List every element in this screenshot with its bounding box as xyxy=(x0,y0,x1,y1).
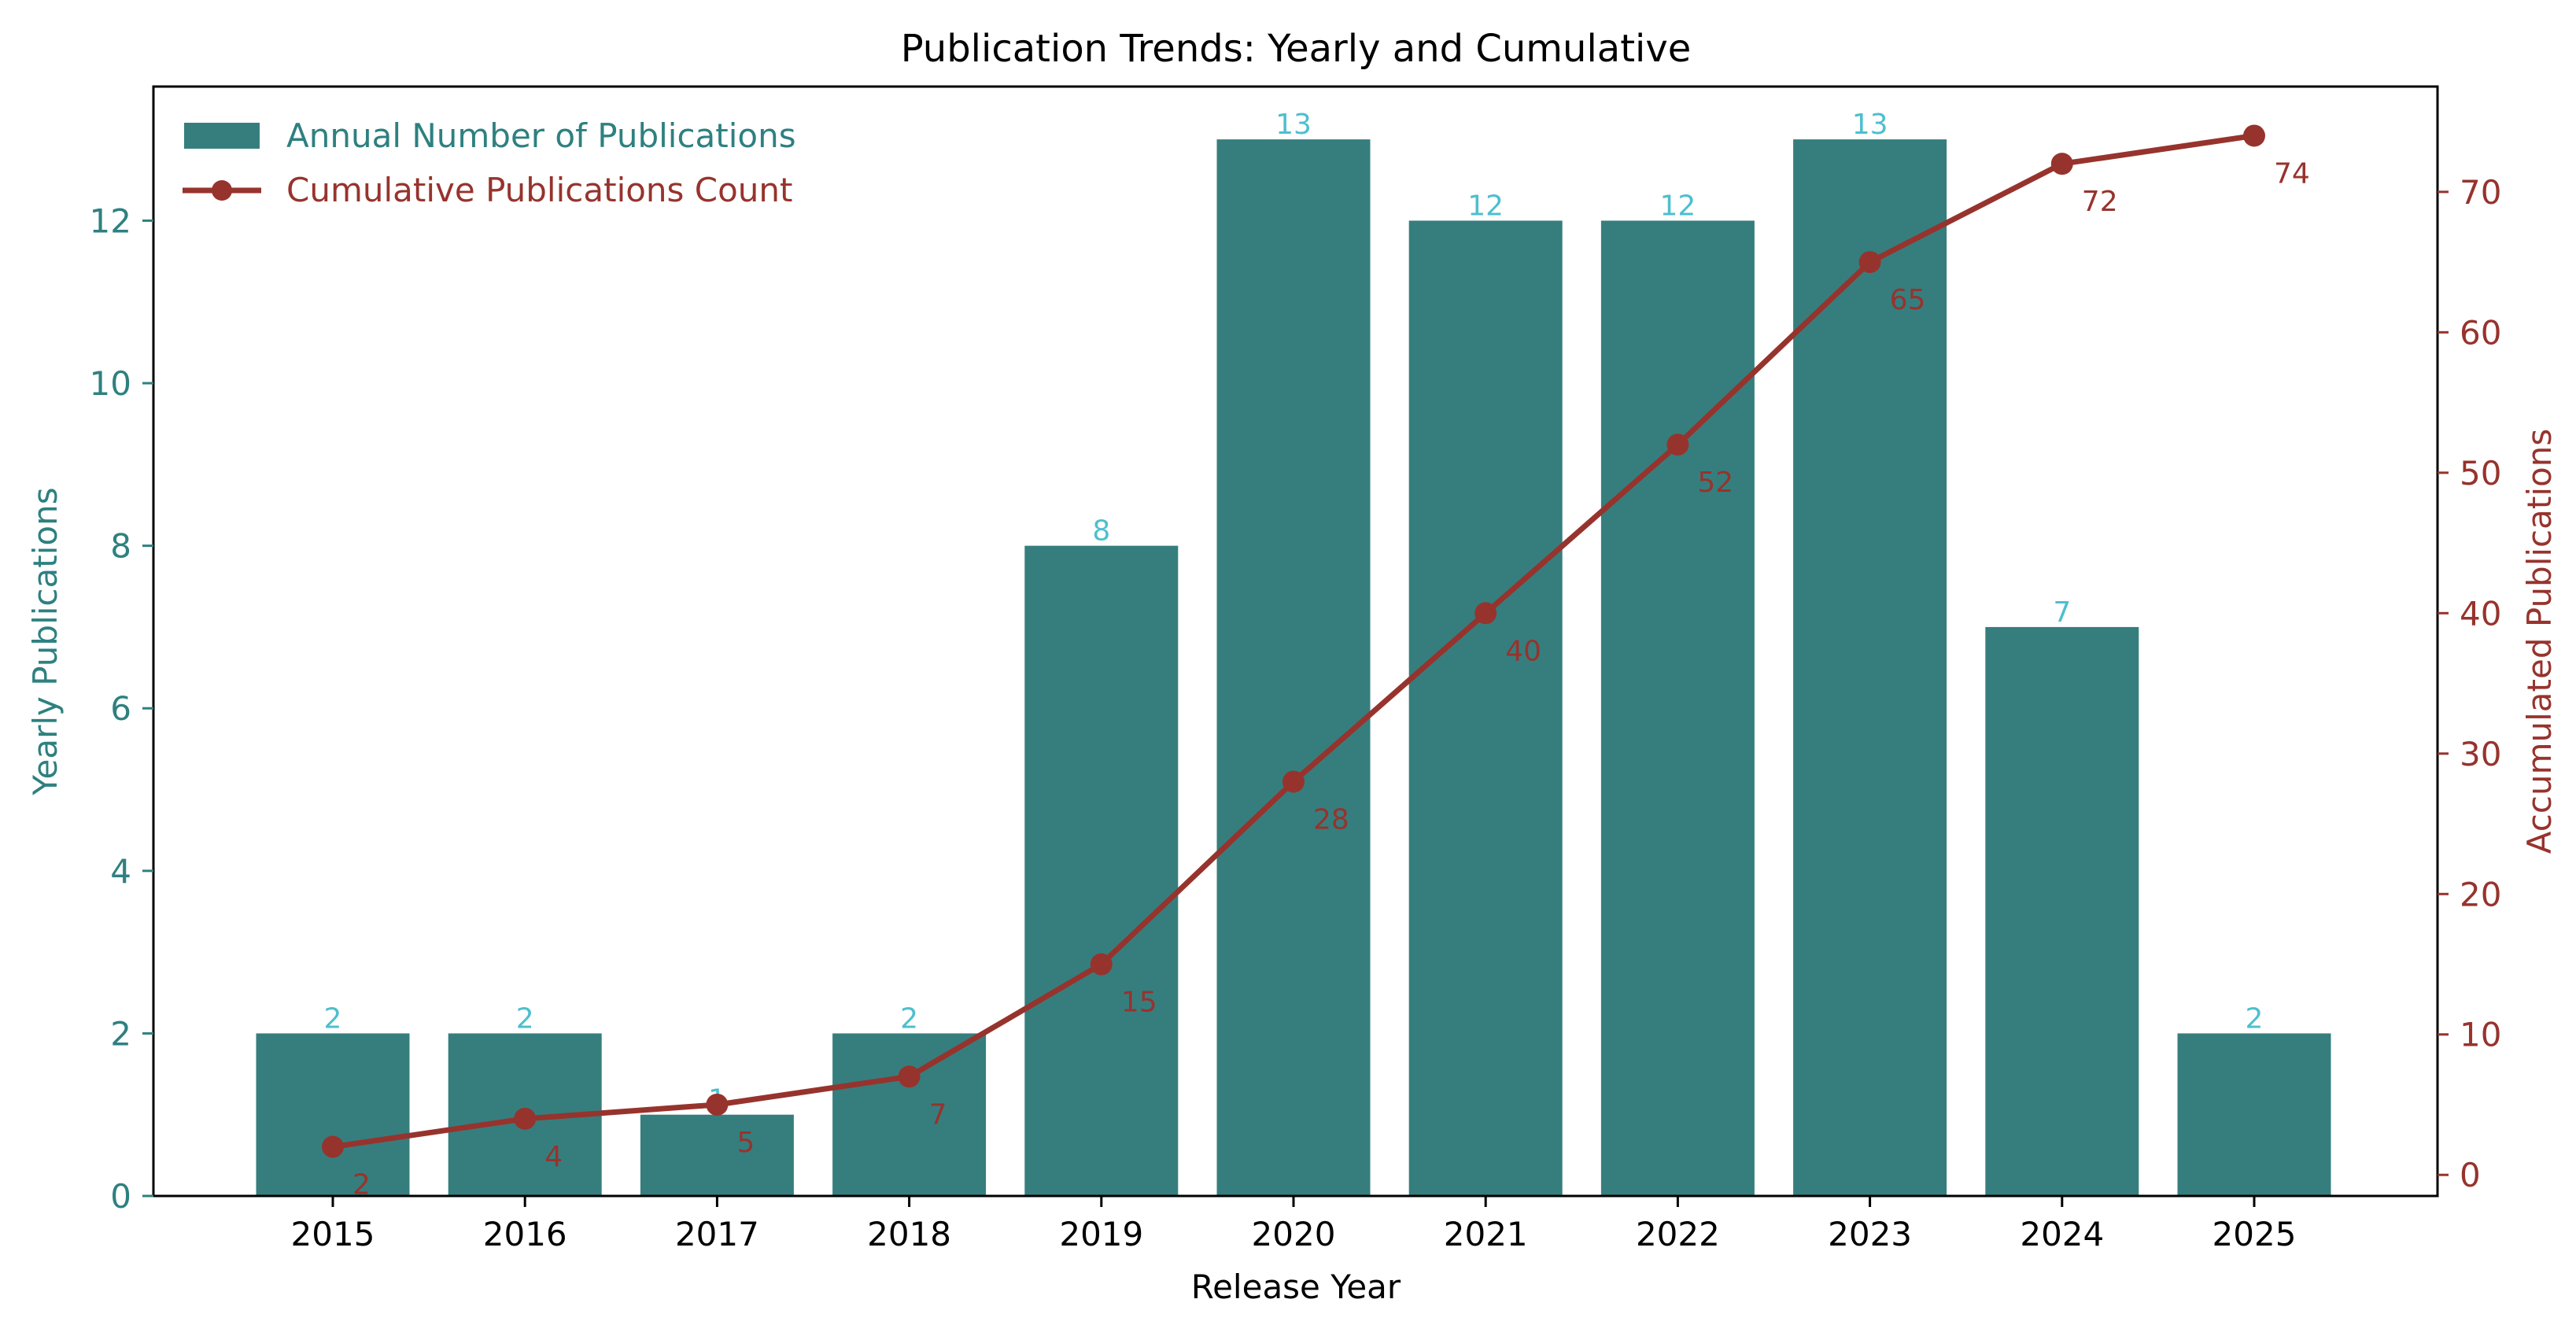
y-axis-right: 0 10 20 30 40 50 60 70 xyxy=(2438,173,2501,1194)
y-left-tick-label-2: 2 xyxy=(110,1014,131,1053)
x-tick-label-2018: 2018 xyxy=(867,1215,951,1253)
bar-2019 xyxy=(1024,545,1179,1196)
cumulative-point-2024 xyxy=(2050,153,2073,175)
cumulative-point-2019 xyxy=(1090,953,1113,976)
y-right-tick-label-70: 70 xyxy=(2460,173,2501,212)
y-left-tick-label-10: 10 xyxy=(90,364,131,403)
x-tick-label-2022: 2022 xyxy=(1636,1215,1720,1253)
y-left-tick-label-12: 12 xyxy=(90,201,131,240)
cumulative-value-label-2017: 5 xyxy=(736,1127,755,1159)
cumulative-value-label-2018: 7 xyxy=(929,1098,947,1131)
bar-value-label-2023: 13 xyxy=(1852,109,1888,141)
bar-2023 xyxy=(1793,139,1947,1197)
bar-value-label-2015: 2 xyxy=(324,1002,342,1035)
cumulative-value-label-2025: 74 xyxy=(2274,157,2310,190)
bar-value-label-2024: 7 xyxy=(2053,596,2071,629)
y-left-tick-label-4: 4 xyxy=(110,852,131,891)
cumulative-value-label-2024: 72 xyxy=(2082,186,2118,218)
bar-value-label-2020: 13 xyxy=(1275,109,1312,141)
bar-2022 xyxy=(1600,220,1755,1196)
y-right-tick-label-20: 20 xyxy=(2460,875,2501,913)
bar-2020 xyxy=(1216,139,1371,1197)
y-right-tick-label-50: 50 xyxy=(2460,454,2501,493)
x-tick-label-2015: 2015 xyxy=(291,1215,375,1253)
cumulative-point-2017 xyxy=(706,1093,729,1116)
y-left-tick-label-8: 8 xyxy=(110,527,131,566)
bar-value-label-2025: 2 xyxy=(2246,1002,2264,1035)
cumulative-value-label-2021: 40 xyxy=(1505,635,1541,667)
bar-2024 xyxy=(1985,626,2139,1196)
y-right-tick-label-40: 40 xyxy=(2460,594,2501,633)
bar-2025 xyxy=(2177,1033,2331,1196)
y-right-tick-label-60: 60 xyxy=(2460,313,2501,352)
legend-bar-label: Annual Number of Publications xyxy=(286,116,796,155)
chart-title: Publication Trends: Yearly and Cumulativ… xyxy=(901,27,1692,71)
y-right-tick-label-0: 0 xyxy=(2460,1156,2481,1194)
x-tick-label-2020: 2020 xyxy=(1252,1215,1336,1253)
bar-value-label-2021: 12 xyxy=(1467,190,1504,222)
y-left-tick-label-6: 6 xyxy=(110,689,131,728)
y-axis-right-label: Accumulated Publications xyxy=(2520,429,2559,854)
y-axis-left: 0 2 4 6 8 10 12 xyxy=(90,201,153,1216)
cumulative-point-2025 xyxy=(2243,124,2265,147)
x-axis-label: Release Year xyxy=(1191,1268,1401,1306)
bar-2015 xyxy=(256,1033,410,1196)
cumulative-value-label-2015: 2 xyxy=(352,1169,371,1201)
bar-value-label-2018: 2 xyxy=(900,1002,918,1035)
x-tick-label-2025: 2025 xyxy=(2212,1215,2297,1253)
cumulative-value-label-2022: 52 xyxy=(1697,467,1733,499)
bar-2017 xyxy=(640,1114,794,1196)
cumulative-value-label-2016: 4 xyxy=(544,1141,563,1173)
bar-2018 xyxy=(832,1033,987,1196)
y-right-tick-label-10: 10 xyxy=(2460,1016,2501,1054)
cumulative-point-2023 xyxy=(1858,251,1881,274)
x-axis: 2015 2016 2017 2018 2019 2020 2021 2022 2023 2024… xyxy=(291,1196,2297,1253)
x-tick-label-2016: 2016 xyxy=(483,1215,567,1253)
bar-2021 xyxy=(1408,220,1563,1196)
y-right-tick-label-30: 30 xyxy=(2460,735,2501,773)
legend-line-label: Cumulative Publications Count xyxy=(286,171,793,209)
cumulative-value-label-2023: 65 xyxy=(1890,284,1926,316)
x-tick-label-2019: 2019 xyxy=(1059,1215,1143,1253)
plot-frame xyxy=(152,85,2439,1198)
cumulative-point-2021 xyxy=(1474,602,1497,625)
x-tick-label-2024: 2024 xyxy=(2020,1215,2104,1253)
x-tick-label-2017: 2017 xyxy=(675,1215,759,1253)
y-axis-left-label: Yearly Publications xyxy=(26,487,65,795)
cumulative-point-2018 xyxy=(898,1065,921,1088)
bar-value-label-2019: 8 xyxy=(1092,515,1110,548)
bar-value-label-2022: 12 xyxy=(1659,190,1696,222)
bar-value-label-2016: 2 xyxy=(516,1002,534,1035)
cumulative-value-label-2020: 28 xyxy=(1313,803,1349,836)
cumulative-value-label-2019: 15 xyxy=(1121,987,1157,1019)
legend-bar-swatch xyxy=(184,123,260,149)
x-tick-label-2021: 2021 xyxy=(1444,1215,1528,1253)
cumulative-point-2015 xyxy=(322,1135,344,1158)
cumulative-point-2020 xyxy=(1282,770,1305,793)
legend[interactable]: Annual Number of Publications Cumulative… xyxy=(183,116,796,209)
legend-line-marker xyxy=(212,180,232,201)
cumulative-point-2022 xyxy=(1666,434,1689,456)
x-tick-label-2023: 2023 xyxy=(1828,1215,1912,1253)
cumulative-point-2016 xyxy=(514,1107,537,1130)
plot-area: 221281312121372245715284052657274 xyxy=(256,109,2331,1201)
y-left-tick-label-0: 0 xyxy=(110,1177,131,1216)
